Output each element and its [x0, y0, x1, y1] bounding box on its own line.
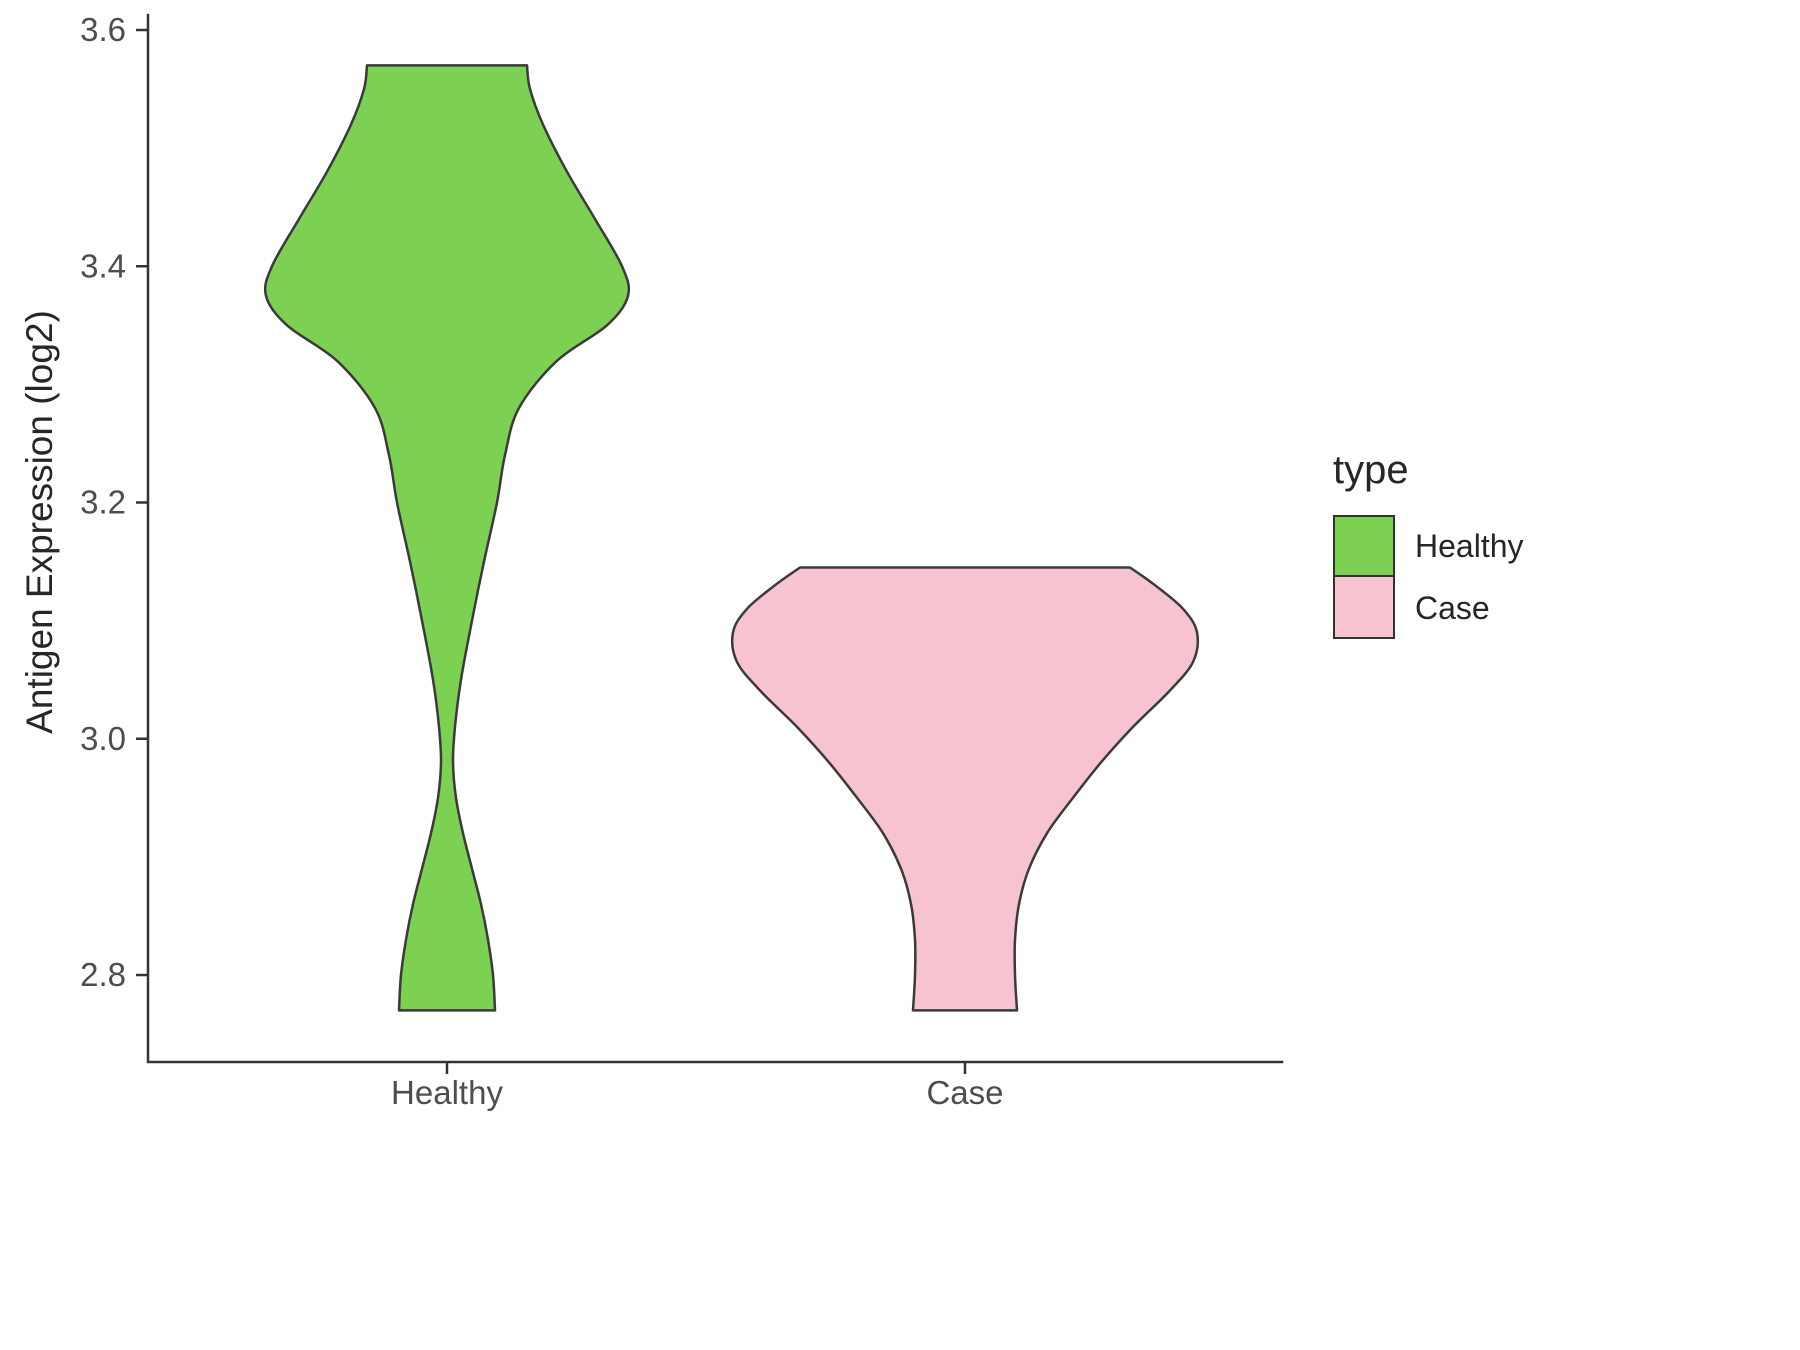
- legend-label-case: Case: [1415, 589, 1490, 626]
- y-tick-label: 3.2: [80, 484, 126, 521]
- y-tick-label: 2.8: [80, 956, 126, 993]
- legend-entry-case: Case: [1333, 577, 1753, 639]
- y-tick-label: 3.0: [80, 720, 126, 757]
- x-tick-label: Healthy: [391, 1074, 503, 1111]
- y-tick-label: 3.6: [80, 11, 126, 48]
- legend: type Healthy Case: [1333, 448, 1753, 639]
- axis-lines: [146, 13, 1284, 1064]
- legend-title: type: [1333, 448, 1409, 492]
- legend-entry-healthy: Healthy: [1333, 515, 1753, 577]
- y-tick-label: 3.4: [80, 247, 126, 284]
- x-tick-label: Case: [926, 1074, 1003, 1111]
- legend-key-case-swatch: [1333, 577, 1395, 639]
- violin-case: [730, 566, 1200, 1012]
- y-axis-title: Antigen Expression (log2): [19, 310, 60, 734]
- legend-label-healthy: Healthy: [1415, 527, 1524, 564]
- legend-key-healthy-swatch: [1333, 515, 1395, 577]
- violin-healthy: [263, 64, 631, 1012]
